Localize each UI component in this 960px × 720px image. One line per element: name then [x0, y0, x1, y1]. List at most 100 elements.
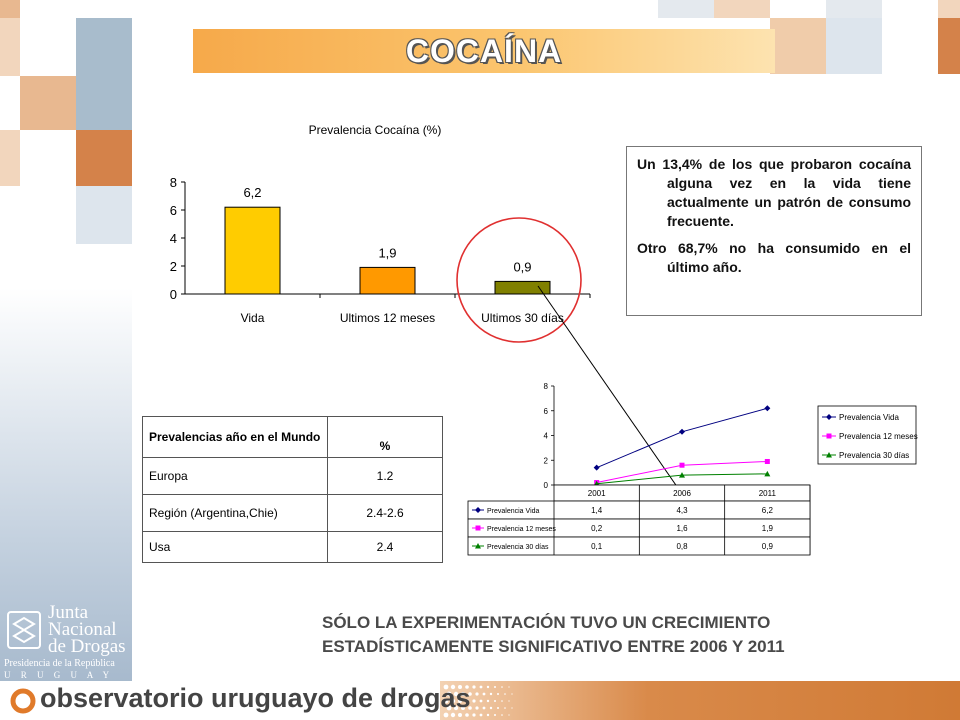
x-category-label: Ultimos 12 meses [340, 311, 435, 325]
y-tick-label: 4 [544, 432, 549, 441]
dot [494, 714, 496, 716]
data-point [764, 405, 771, 412]
dot [450, 684, 456, 690]
deco-square [0, 130, 20, 186]
y-tick-label: 8 [170, 175, 177, 190]
dot [494, 700, 496, 702]
x-category-label: Vida [241, 311, 265, 325]
data-point [826, 433, 832, 439]
bar [359, 266, 416, 295]
table-row: Europa 1.2 [142, 457, 443, 495]
deco-square [76, 76, 132, 130]
data-point [764, 458, 770, 464]
logo-line-4: Presidencia de la República [4, 658, 115, 669]
junta-logo: Junta Nacional de Drogas Presidencia de … [0, 600, 132, 680]
dot [446, 691, 452, 697]
table-row: Región (Argentina,Chie) 2.4-2.6 [142, 494, 443, 532]
dot [508, 714, 510, 716]
observatorio-label: observatorio uruguayo de drogas [40, 683, 471, 713]
x-category-label: 2001 [588, 489, 606, 498]
table-cell-value: 1,9 [762, 524, 774, 533]
dot [458, 699, 462, 703]
bar-chart-title: Prevalencia Cocaína (%) [309, 123, 442, 137]
legend-box [817, 405, 917, 465]
y-tick-label: 4 [170, 231, 177, 246]
dot [475, 692, 479, 696]
observatorio-icon [10, 688, 36, 714]
legend-label: Prevalencia 12 meses [839, 432, 918, 441]
dot [458, 685, 462, 689]
dot [458, 713, 462, 717]
dot [468, 692, 472, 696]
conclusion-message: SÓLO LA EXPERIMENTACIÓN TUVO UN CRECIMIE… [322, 611, 785, 659]
deco-square [76, 186, 132, 244]
line-chart: 0 2 4 6 8 Prevalencia Vida Prevalencia 12 mese… [467, 382, 918, 556]
dot [450, 712, 456, 718]
dot [494, 686, 496, 688]
dot [443, 698, 449, 704]
dot [472, 699, 476, 703]
page-title: COCAÍNA [405, 33, 563, 69]
x-category-label: 2011 [759, 489, 777, 498]
data-point [826, 414, 832, 420]
deco-square [938, 0, 960, 18]
data-point [475, 543, 481, 549]
note-paragraph-1: Un 13,4% de los que probaron cocaína alg… [637, 156, 911, 229]
deco-square [0, 18, 20, 76]
deco-square [882, 18, 938, 74]
legend-label: Prevalencia 30 días [839, 451, 909, 460]
y-tick-label: 6 [170, 203, 177, 218]
dot [501, 686, 503, 688]
dot [497, 707, 499, 709]
logo-line-3: de Drogas [48, 636, 126, 657]
bar [494, 280, 551, 295]
bar-value-label: 0,9 [513, 259, 531, 274]
table-cell-value: 4,3 [676, 506, 688, 515]
dot [453, 705, 459, 711]
deco-square [20, 18, 76, 76]
dot [504, 707, 506, 709]
world-prevalence-table: Prevalencias año en el Mundo % Europa 1.… [142, 416, 443, 563]
x-category-label: Ultimos 30 días [481, 311, 564, 325]
logo-line-2: Nacional [48, 619, 117, 640]
table-cell-label: Usa [142, 531, 328, 563]
dot [465, 713, 469, 717]
dot [472, 713, 476, 717]
deco-square [882, 0, 938, 18]
table-cell-value: 6,2 [762, 506, 774, 515]
deco-square [76, 130, 132, 186]
data-point [475, 507, 481, 513]
deco-square [20, 186, 76, 244]
table-cell-value: 1.2 [327, 457, 443, 495]
conclusion-line-2: ESTADÍSTICAMENTE SIGNIFICATIVO ENTRE 200… [322, 637, 785, 656]
highlight-circle [456, 217, 582, 343]
y-tick-label: 2 [544, 456, 549, 465]
table-cell-value: 0,2 [591, 524, 603, 533]
deco-square [0, 0, 20, 20]
logo-line-1: Junta [48, 602, 89, 623]
deco-square [770, 18, 826, 74]
bar-value-label: 6,2 [243, 185, 261, 200]
table-cell-label: Europa [142, 457, 328, 495]
table-cell-value: 1,4 [591, 506, 603, 515]
table-cell-value: 2.4-2.6 [327, 494, 443, 532]
dot [443, 684, 449, 690]
deco-square [714, 0, 770, 18]
title-bar: COCAÍNA [193, 29, 775, 73]
legend-label: Prevalencia Vida [839, 413, 899, 422]
table-header-label: Prevalencias año en el Mundo [142, 416, 328, 458]
logo-emblem-icon [7, 611, 41, 649]
deco-square [938, 18, 960, 74]
table-series-label: Prevalencia 12 meses [487, 526, 556, 533]
dot [504, 693, 506, 695]
dot [482, 706, 486, 710]
data-point [826, 452, 832, 458]
table-header-value: % [327, 416, 443, 458]
dots-pattern-icon [443, 684, 513, 718]
dot [475, 706, 479, 710]
bar-value-label: 1,9 [378, 245, 396, 260]
dot [508, 686, 510, 688]
data-point [764, 470, 771, 477]
dot [479, 685, 483, 689]
logo-line-5: U R U G U A Y [4, 670, 114, 680]
